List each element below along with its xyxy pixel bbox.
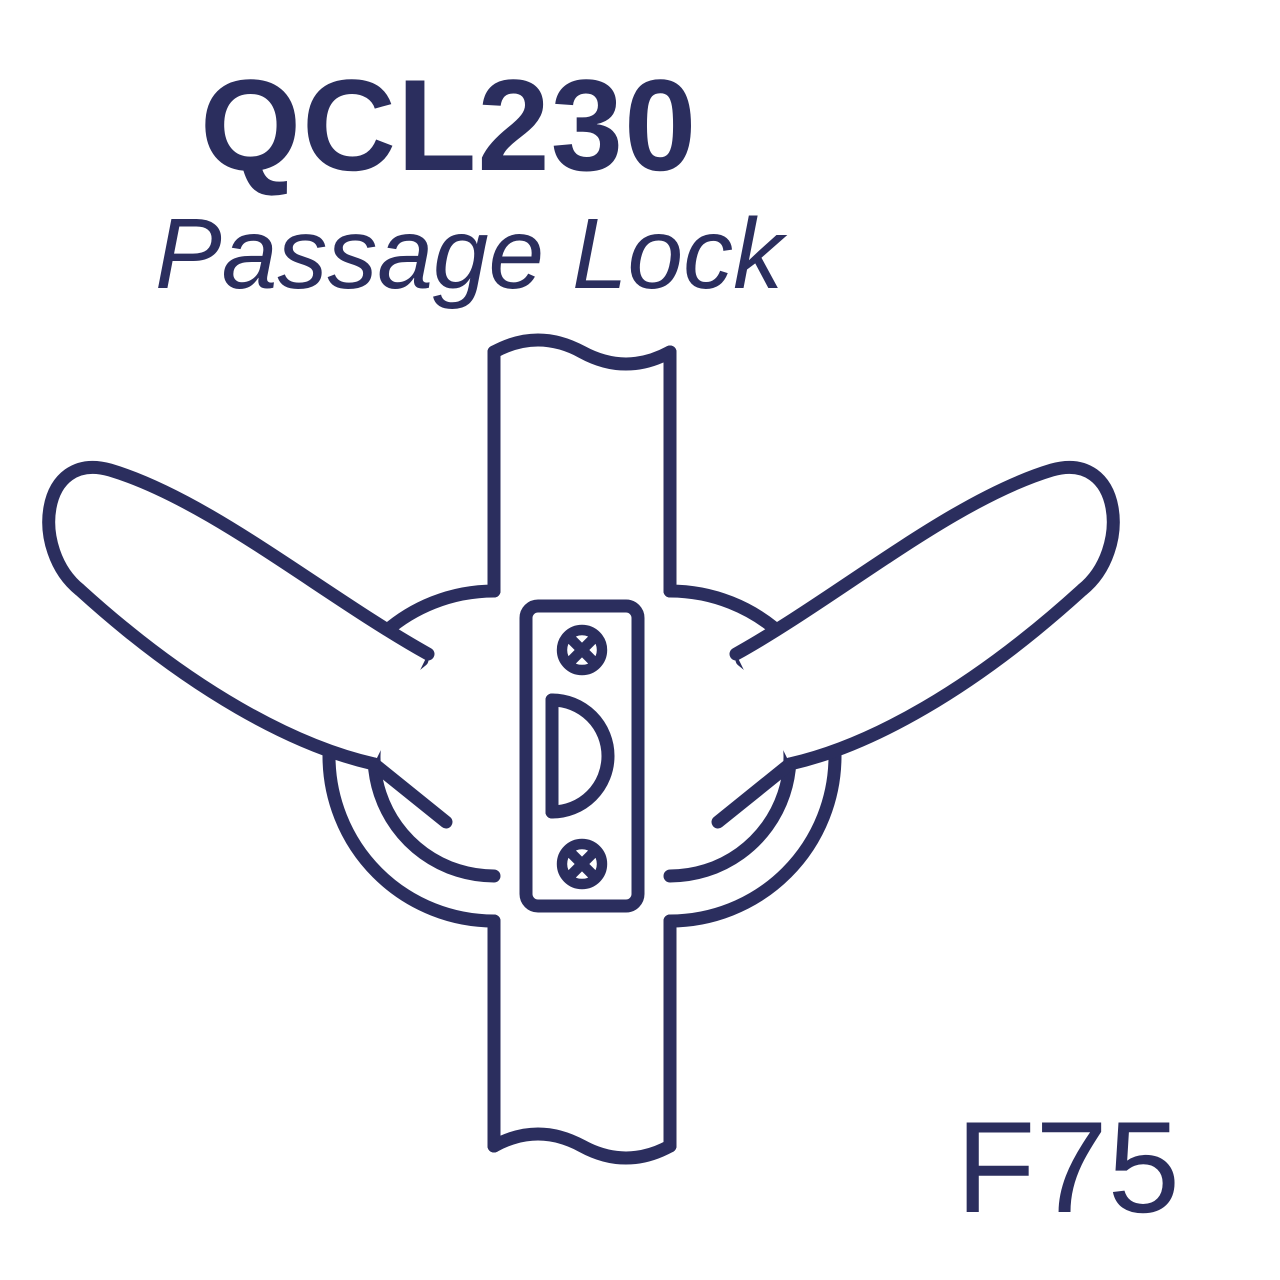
diagram-canvas: QCL230 Passage Lock F75 [0, 0, 1280, 1280]
lock-diagram [0, 0, 1280, 1280]
function-code: F75 [956, 1092, 1180, 1242]
